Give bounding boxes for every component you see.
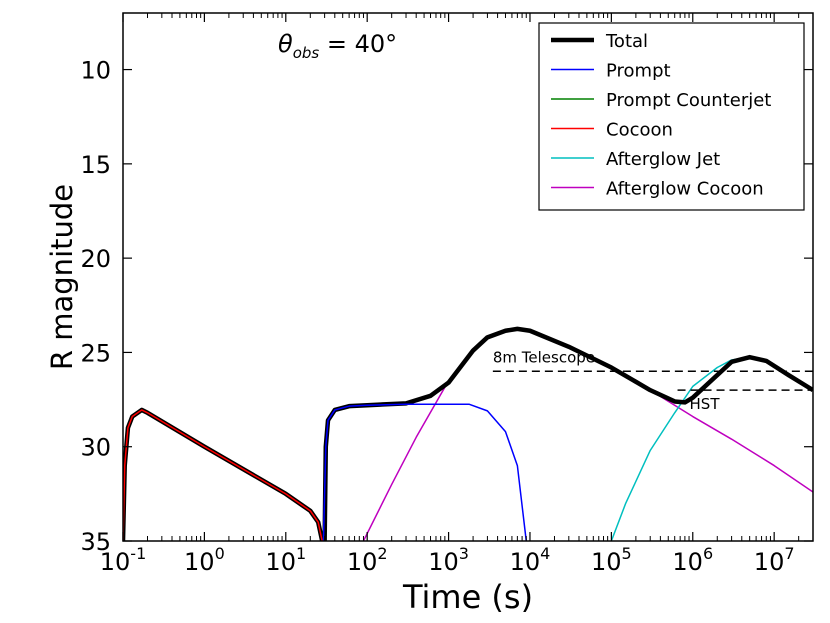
legend-label: Prompt bbox=[606, 61, 671, 82]
series-line-cocoon bbox=[123, 409, 323, 541]
threshold-label-hst: HST bbox=[690, 395, 721, 413]
threshold-label-8m-telescope: 8m Telescope bbox=[493, 348, 595, 366]
plot-frame bbox=[122, 12, 814, 542]
x-tick-label: 106 bbox=[672, 544, 713, 576]
x-tick-label: 105 bbox=[591, 544, 632, 576]
x-tick-label: 100 bbox=[184, 544, 225, 576]
y-tick-label: 35 bbox=[80, 528, 111, 556]
threshold-layer: 8m Telescope HST bbox=[492, 348, 813, 413]
x-tick-label: 103 bbox=[428, 544, 469, 576]
x-tick-label: 10-1 bbox=[100, 544, 147, 576]
legend: Total Prompt Prompt Counterjet Cocoon Afterg… bbox=[538, 22, 805, 211]
y-tick-label: 10 bbox=[80, 57, 111, 85]
legend-label: Prompt Counterjet bbox=[606, 90, 771, 111]
y-tick-label: 15 bbox=[80, 151, 111, 179]
x-tick-label: 104 bbox=[510, 544, 551, 576]
legend-label: Cocoon bbox=[606, 120, 673, 141]
y-tick-label: 25 bbox=[80, 339, 111, 367]
x-tick-label: 102 bbox=[347, 544, 388, 576]
y-tick-label: 20 bbox=[80, 245, 111, 273]
series-line-total bbox=[123, 326, 813, 541]
x-tick-label: 101 bbox=[265, 544, 306, 576]
y-tick-label: 30 bbox=[80, 434, 111, 462]
y-axis-label: R magnitude bbox=[45, 184, 79, 370]
x-tick-label: 107 bbox=[754, 544, 795, 576]
tick-layer: 10-1 100 101 102 103 104 105 106 107 10 15 20 25 30 35 bbox=[80, 13, 814, 576]
legend-label: Afterglow Cocoon bbox=[606, 179, 764, 200]
x-axis-label: Time (s) bbox=[402, 578, 533, 616]
annotation-layer: θobs = 40° bbox=[278, 30, 397, 62]
observer-angle-annotation: θobs = 40° bbox=[278, 30, 397, 62]
series-line-prompt bbox=[322, 403, 527, 541]
legend-label: Total bbox=[605, 31, 648, 52]
legend-box bbox=[538, 22, 805, 211]
series-layer bbox=[123, 326, 813, 541]
legend-label: Afterglow Jet bbox=[606, 149, 720, 170]
